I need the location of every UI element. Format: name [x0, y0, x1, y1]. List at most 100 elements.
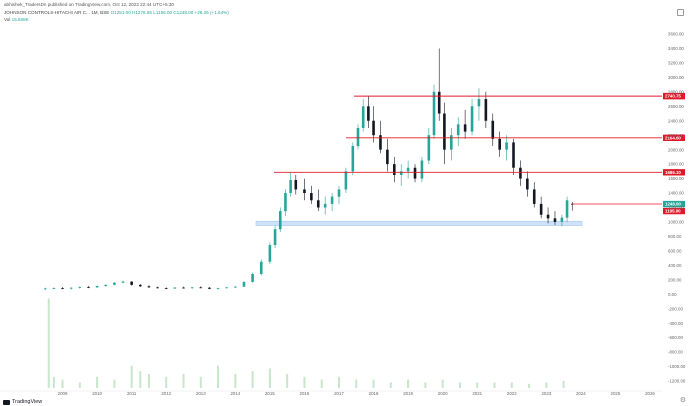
volume-bar [424, 382, 427, 388]
volume-bar [476, 382, 479, 388]
candle-body [216, 288, 220, 289]
y-tick-label: 1200.00 [668, 205, 684, 210]
candle-body [156, 287, 159, 289]
y-tick-label: 1800.00 [668, 162, 684, 167]
candle-body [284, 193, 287, 212]
x-tick-label: 2012 [161, 391, 171, 396]
candle-body [560, 217, 564, 222]
y-tick-label: 3600.00 [668, 32, 684, 37]
y-axis[interactable]: 3600.00 3400.00 3200.00 3000.00 2800.00 2600.… [668, 32, 686, 384]
y-tick-label: 400.00 [668, 263, 682, 268]
candle-body [356, 127, 360, 147]
y-tick-label: 3400.00 [668, 46, 684, 51]
candle-body [565, 200, 569, 218]
volume-bar [130, 365, 133, 388]
volume-bar [268, 368, 271, 388]
y-tick-label: 3200.00 [668, 61, 684, 66]
resistance-price-tag [663, 92, 685, 100]
x-tick-label: 2026 [645, 391, 655, 396]
gear-icon[interactable]: ⚙ [679, 397, 686, 404]
candle-body [139, 284, 142, 287]
y-tick-label: 600.00 [668, 248, 682, 253]
candle-body [463, 124, 467, 132]
publisher-line: abhishek_TradersDn published on TradingV… [4, 2, 174, 7]
candle-body [505, 142, 508, 150]
x-tick-label: 2017 [334, 391, 344, 396]
brand-logo: TradingView [3, 399, 42, 405]
resistance-price-tag [663, 169, 685, 176]
ohlc-values: O1251.00 H1276.65 L1156.00 C1248.00 +26.… [110, 10, 229, 15]
volume-bar [113, 379, 116, 388]
candle-body [78, 287, 82, 288]
x-tick-label: 2014 [230, 391, 240, 396]
x-axis[interactable]: 2009 2010 2011 2012 2013 2014 2015 2016 2017 2018… [0, 390, 662, 396]
candle-body [512, 142, 515, 168]
candle-body [95, 285, 99, 288]
candle-body [69, 287, 73, 289]
y-tick-label: -800.00 [668, 350, 683, 355]
candle-body [130, 281, 133, 285]
x-tick-label: 2022 [507, 391, 517, 396]
candle-body [413, 167, 417, 179]
candle-body [330, 196, 334, 204]
y-tick-label: 2000.00 [668, 147, 684, 152]
volume-bar [372, 379, 375, 388]
x-tick-label: 2020 [438, 391, 448, 396]
candle-body [344, 171, 348, 190]
volume-bar [545, 382, 548, 388]
candle-body [289, 180, 292, 194]
candle-body [432, 91, 436, 136]
symbol-line: JOHNSON CONTROLS-HITACHI AIR C... 1M, BS… [4, 10, 229, 15]
volume-bar [217, 365, 220, 388]
candle-body [251, 274, 254, 282]
candle-body [199, 287, 203, 289]
candle-body [113, 282, 116, 285]
volume-bar [251, 371, 254, 388]
volume-bar [286, 374, 289, 388]
y-tick-label: 200.00 [668, 277, 682, 282]
candle-body [361, 106, 365, 128]
resistance-price-label: 2740.75 [665, 94, 681, 99]
y-tick-label: 800.00 [668, 234, 682, 239]
y-tick-label: 1000.00 [668, 220, 684, 225]
x-tick-label: 2021 [472, 391, 482, 396]
candle-body [323, 203, 327, 208]
volume-bar [61, 379, 64, 388]
volume-bar [510, 382, 513, 388]
candle-body [539, 203, 543, 215]
candle-body [303, 189, 306, 194]
candle-body [268, 245, 272, 262]
x-tick-label: 2009 [58, 391, 68, 396]
y-tick-label: 3000.00 [668, 75, 684, 80]
x-tick-label: 2024 [576, 391, 586, 396]
y-tick-label: -1200.00 [668, 379, 686, 384]
volume-bar [407, 379, 410, 388]
candle-body [104, 284, 108, 286]
volume-bars [47, 298, 565, 388]
volume-bar [528, 383, 531, 388]
volume-value: 15.508K [11, 17, 29, 22]
y-tick-label: 0.00 [668, 292, 677, 297]
candle-body [273, 229, 277, 246]
y-tick-label: 1600.00 [668, 176, 684, 181]
candle-body [147, 286, 151, 288]
volume-bar [199, 376, 202, 388]
volume-bar [47, 298, 50, 388]
candle-body [278, 211, 282, 230]
volume-line: Vol 15.508K [4, 17, 29, 22]
x-tick-label: 2023 [541, 391, 551, 396]
candle-body [386, 149, 389, 165]
fullscreen-icon[interactable] [677, 9, 684, 16]
candle-body [61, 288, 64, 289]
resistance-price-label: 1686.10 [665, 170, 681, 175]
x-tick-label: 2016 [300, 391, 310, 396]
candle-body [190, 287, 194, 289]
x-tick-label: 2010 [92, 391, 102, 396]
resistance-price-label: 2164.60 [665, 135, 681, 140]
candle-body [519, 167, 522, 179]
support-zone-rect [255, 220, 583, 226]
candle-body [477, 99, 481, 107]
candle-body [553, 218, 557, 222]
brand-name: TradingView [12, 399, 43, 405]
